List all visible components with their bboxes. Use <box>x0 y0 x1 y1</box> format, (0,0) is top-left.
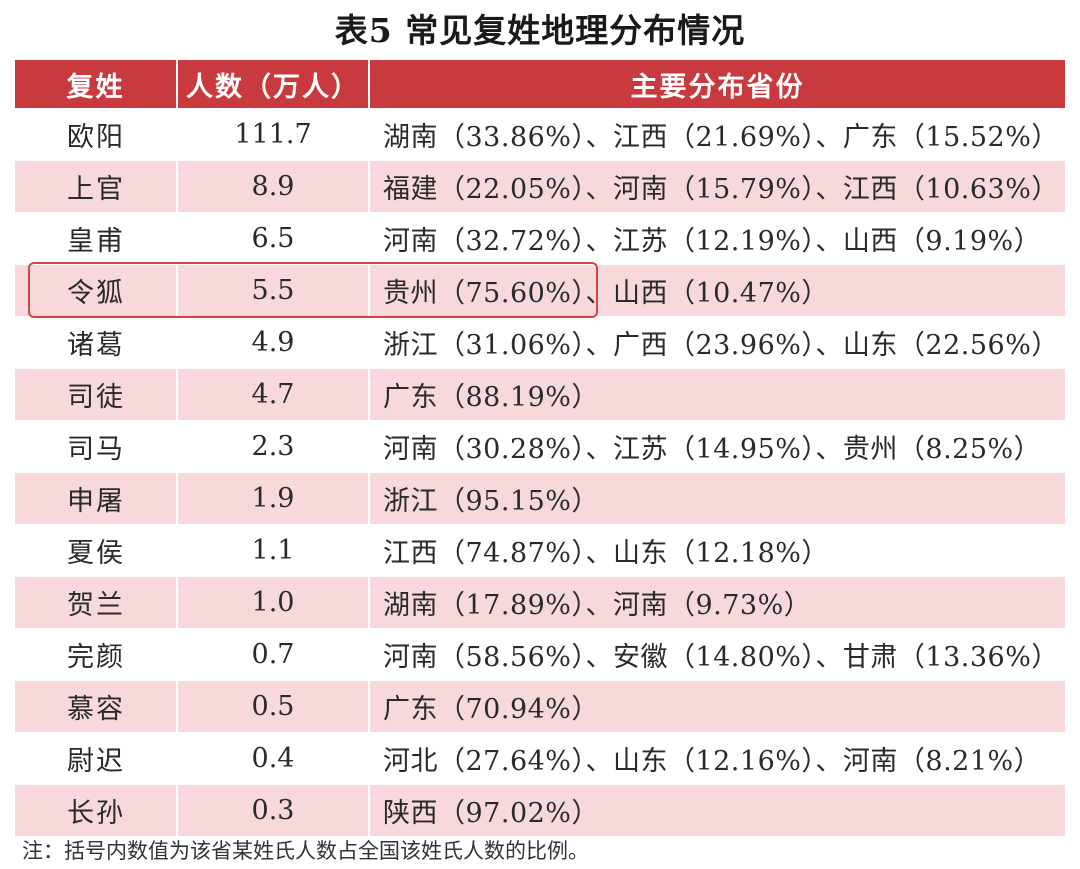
population-cell: 0.3 <box>178 784 370 836</box>
provinces-cell: 广东（70.94%） <box>370 680 1065 732</box>
surname-cell: 司徒 <box>15 368 178 420</box>
table-row: 司马 2.3 河南（30.28%）、江苏（14.95%）、贵州（8.25%） <box>15 420 1065 472</box>
surname-cell: 上官 <box>15 160 178 212</box>
table-row: 贺兰 1.0 湖南（17.89%）、河南（9.73%） <box>15 576 1065 628</box>
population-cell: 6.5 <box>178 212 370 264</box>
table-row: 夏侯 1.1 江西（74.87%）、山东（12.18%） <box>15 524 1065 576</box>
header-row: 复姓 人数（万人） 主要分布省份 <box>15 60 1065 108</box>
provinces-cell: 陕西（97.02%） <box>370 784 1065 836</box>
surname-cell: 长孙 <box>15 784 178 836</box>
table-row: 欧阳 111.7 湖南（33.86%）、江西（21.69%）、广东（15.52%） <box>15 108 1065 160</box>
table-footnote: 注：括号内数值为该省某姓氏人数占全国该姓氏人数的比例。 <box>22 839 589 863</box>
population-cell: 1.0 <box>178 576 370 628</box>
provinces-cell: 河南（32.72%）、江苏（12.19%）、山西（9.19%） <box>370 212 1065 264</box>
provinces-cell: 广东（88.19%） <box>370 368 1065 420</box>
population-cell: 0.7 <box>178 628 370 680</box>
table-row: 诸葛 4.9 浙江（31.06%）、广西（23.96%）、山东（22.56%） <box>15 316 1065 368</box>
surname-cell: 令狐 <box>15 264 178 316</box>
surname-cell: 尉迟 <box>15 732 178 784</box>
surname-cell: 申屠 <box>15 472 178 524</box>
surname-cell: 贺兰 <box>15 576 178 628</box>
surname-cell: 司马 <box>15 420 178 472</box>
provinces-cell: 贵州（75.60%）、山西（10.47%） <box>370 264 1065 316</box>
table-row: 慕容 0.5 广东（70.94%） <box>15 680 1065 732</box>
surname-cell: 诸葛 <box>15 316 178 368</box>
surname-cell: 慕容 <box>15 680 178 732</box>
surname-cell: 夏侯 <box>15 524 178 576</box>
table-row: 皇甫 6.5 河南（32.72%）、江苏（12.19%）、山西（9.19%） <box>15 212 1065 264</box>
population-cell: 111.7 <box>178 108 370 160</box>
provinces-cell: 河南（58.56%）、安徽（14.80%）、甘肃（13.36%） <box>370 628 1065 680</box>
table-title: 表5 常见复姓地理分布情况 <box>334 11 746 50</box>
provinces-cell: 湖南（17.89%）、河南（9.73%） <box>370 576 1065 628</box>
surname-cell: 完颜 <box>15 628 178 680</box>
population-cell: 1.9 <box>178 472 370 524</box>
table-row: 长孙 0.3 陕西（97.02%） <box>15 784 1065 836</box>
population-cell: 4.9 <box>178 316 370 368</box>
header-population: 人数（万人） <box>178 60 370 108</box>
provinces-cell: 江西（74.87%）、山东（12.18%） <box>370 524 1065 576</box>
provinces-cell: 河北（27.64%）、山东（12.16%）、河南（8.21%） <box>370 732 1065 784</box>
population-cell: 4.7 <box>178 368 370 420</box>
population-cell: 1.1 <box>178 524 370 576</box>
provinces-cell: 福建（22.05%）、河南（15.79%）、江西（10.63%） <box>370 160 1065 212</box>
table-row: 司徒 4.7 广东（88.19%） <box>15 368 1065 420</box>
surname-distribution-table: 复姓 人数（万人） 主要分布省份 欧阳 111.7 湖南（33.86%）、江西（21… <box>15 60 1065 836</box>
population-cell: 2.3 <box>178 420 370 472</box>
table-row: 申屠 1.9 浙江（95.15%） <box>15 472 1065 524</box>
population-cell: 0.4 <box>178 732 370 784</box>
table-row: 令狐 5.5 贵州（75.60%）、山西（10.47%） <box>15 264 1065 316</box>
population-cell: 8.9 <box>178 160 370 212</box>
surname-cell: 欧阳 <box>15 108 178 160</box>
table-row: 上官 8.9 福建（22.05%）、河南（15.79%）、江西（10.63%） <box>15 160 1065 212</box>
provinces-cell: 河南（30.28%）、江苏（14.95%）、贵州（8.25%） <box>370 420 1065 472</box>
provinces-cell: 浙江（95.15%） <box>370 472 1065 524</box>
table-row: 尉迟 0.4 河北（27.64%）、山东（12.16%）、河南（8.21%） <box>15 732 1065 784</box>
header-surname: 复姓 <box>15 60 178 108</box>
header-provinces: 主要分布省份 <box>370 60 1065 108</box>
population-cell: 5.5 <box>178 264 370 316</box>
provinces-cell: 湖南（33.86%）、江西（21.69%）、广东（15.52%） <box>370 108 1065 160</box>
surname-cell: 皇甫 <box>15 212 178 264</box>
table-row: 完颜 0.7 河南（58.56%）、安徽（14.80%）、甘肃（13.36%） <box>15 628 1065 680</box>
provinces-cell: 浙江（31.06%）、广西（23.96%）、山东（22.56%） <box>370 316 1065 368</box>
population-cell: 0.5 <box>178 680 370 732</box>
